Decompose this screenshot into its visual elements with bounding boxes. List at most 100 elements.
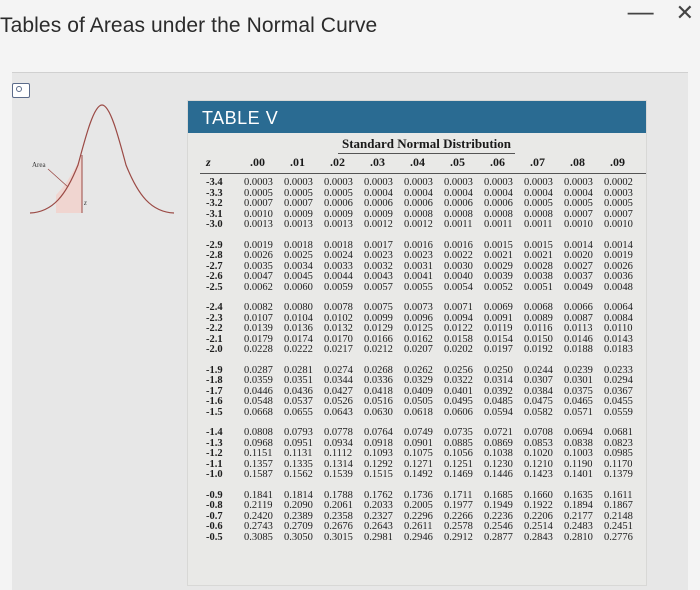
table-body: -3.4 0.0003 0.0003 0.0003 0.0003 0.0003 0.0003… [188,177,646,552]
area-pointer [47,168,69,188]
table-cell: 0.0003 [404,177,433,188]
table-cell: 0.2033 [364,500,393,511]
table-cell: 0.0003 [284,177,313,188]
table-cell: 0.0051 [524,281,553,293]
table-cell: 0.0505 [404,396,433,407]
table-row: -3.4 0.0003 0.0003 0.0003 0.0003 0.0003 0.0003… [188,177,646,188]
table-cell: 0.0455 [604,396,633,407]
table-cell: 0.0011 [444,219,473,230]
table-cell: 0.1038 [484,448,513,459]
table-cell: 0.0559 [604,406,633,418]
column-header: .00 [250,155,265,169]
close-button[interactable]: ✕ [675,0,694,25]
z-label: z [83,199,87,207]
table-cell: 0.1401 [564,469,593,480]
table-cell: 0.1357 [244,458,273,470]
table-cell: 0.1170 [604,458,633,470]
table-cell: 0.0618 [404,406,433,418]
table-cell: 0.1190 [564,458,593,470]
row-group: -2.9 0.0019 0.0018 0.0018 0.0017 0.0016 0.0016… [188,240,646,293]
minimize-button[interactable]: — [627,0,654,26]
table-cell: 0.0735 [444,427,473,438]
table-cell: 0.0571 [564,406,593,418]
table-row: -1.6 0.0548 0.0537 0.0526 0.0516 0.0505 0.0495… [188,396,646,407]
table-cell: 0.1635 [564,489,593,501]
table-cell: 0.0016 [444,239,473,251]
table-cell: 0.0548 [244,396,273,407]
table-cell: 0.0301 [564,375,593,386]
table-cell: 0.0838 [564,437,593,449]
table-cell: 0.2946 [404,531,433,543]
table-cell: 0.1539 [324,469,353,480]
table-cell: 0.0409 [404,385,433,397]
row-group: -2.4 0.0082 0.0080 0.0078 0.0075 0.0073 0.0071… [188,302,646,355]
table-row: -2.2 0.0139 0.0136 0.0132 0.0129 0.0125 0.0122… [188,323,646,334]
table-cell: 0.0031 [404,260,433,272]
table-cell: 0.2676 [324,521,353,532]
table-cell: 0.1020 [524,448,553,459]
table-cell: 0.2061 [324,500,353,511]
row-z-value: -1.4 [206,427,223,438]
table-cell: 0.0015 [524,239,553,251]
row-z-value: -2.7 [206,260,223,272]
row-group: -1.9 0.0287 0.0281 0.0274 0.0268 0.0262 0.0256… [188,365,646,418]
table-cell: 0.0004 [524,187,553,199]
table-cell: 0.0485 [484,396,513,407]
row-group: -3.4 0.0003 0.0003 0.0003 0.0003 0.0003 0.0003… [188,177,646,230]
table-cell: 0.0668 [244,406,273,418]
table-cell: 0.2451 [604,521,633,532]
table-cell: 0.0013 [284,219,313,230]
table-cell: 0.1587 [244,469,273,480]
table-cell: 0.0708 [524,427,553,438]
table-cell: 0.0985 [604,448,633,459]
table-cell: 0.1788 [324,489,353,501]
table-cell: 0.1562 [284,469,313,480]
table-cell: 0.0087 [564,312,593,324]
table-row: -3.2 0.0007 0.0007 0.0006 0.0006 0.0006 0.0006… [188,198,646,209]
row-z-value: -1.3 [206,437,223,449]
table-cell: 0.2148 [604,510,633,522]
table-cell: 0.2483 [564,521,593,532]
table-row: -2.0 0.0228 0.0222 0.0217 0.0212 0.0207 0.0202… [188,344,646,355]
table-cell: 0.0075 [364,302,393,313]
table-cell: 0.1003 [564,448,593,459]
table-cell: 0.0011 [484,219,513,230]
table-cell: 0.1867 [604,500,633,511]
row-z-value: -2.5 [206,281,223,293]
table-cell: 0.0038 [524,271,553,282]
table-cell: 0.0764 [364,427,393,438]
table-cell: 0.1894 [564,500,593,511]
row-z-value: -2.2 [206,323,223,334]
table-cell: 0.0004 [404,187,433,199]
row-z-value: -3.2 [206,198,223,209]
table-row: -2.7 0.0035 0.0034 0.0033 0.0032 0.0031 0.0030… [188,261,646,272]
table-cell: 0.0010 [604,219,633,230]
table-cell: 0.0934 [324,437,353,449]
column-header: .01 [290,155,305,169]
image-icon[interactable] [12,83,30,98]
table-cell: 0.0048 [604,281,633,293]
table-row: -0.5 0.3085 0.3050 0.3015 0.2981 0.2946 0.2912… [188,532,646,543]
table-cell: 0.2206 [524,510,553,522]
row-z-value: -1.6 [206,396,223,407]
table-row: -2.4 0.0082 0.0080 0.0078 0.0075 0.0073 0.0071… [188,302,646,313]
table-cell: 0.1230 [484,458,513,470]
row-z-value: -2.0 [206,344,223,355]
table-cell: 0.0239 [564,364,593,376]
row-z-value: -1.2 [206,448,223,459]
table-cell: 0.0179 [244,333,273,345]
table-row: -1.4 0.0808 0.0793 0.0778 0.0764 0.0749 0.0735… [188,427,646,438]
row-z-value: -1.8 [206,375,223,386]
table-cell: 0.0003 [324,177,353,188]
table-row: -2.3 0.0107 0.0104 0.0102 0.0099 0.0096 0.0094… [188,313,646,324]
table-cell: 0.0516 [364,396,393,407]
table-cell: 0.0268 [364,364,393,376]
table-cell: 0.0021 [524,250,553,261]
table-cell: 0.1292 [364,458,393,470]
table-cell: 0.1611 [604,489,633,501]
table-cell: 0.1075 [404,448,433,459]
table-cell: 0.1251 [444,458,473,470]
table-cell: 0.0027 [564,260,593,272]
table-cell: 0.0808 [244,427,273,438]
table-cell: 0.0003 [364,177,393,188]
